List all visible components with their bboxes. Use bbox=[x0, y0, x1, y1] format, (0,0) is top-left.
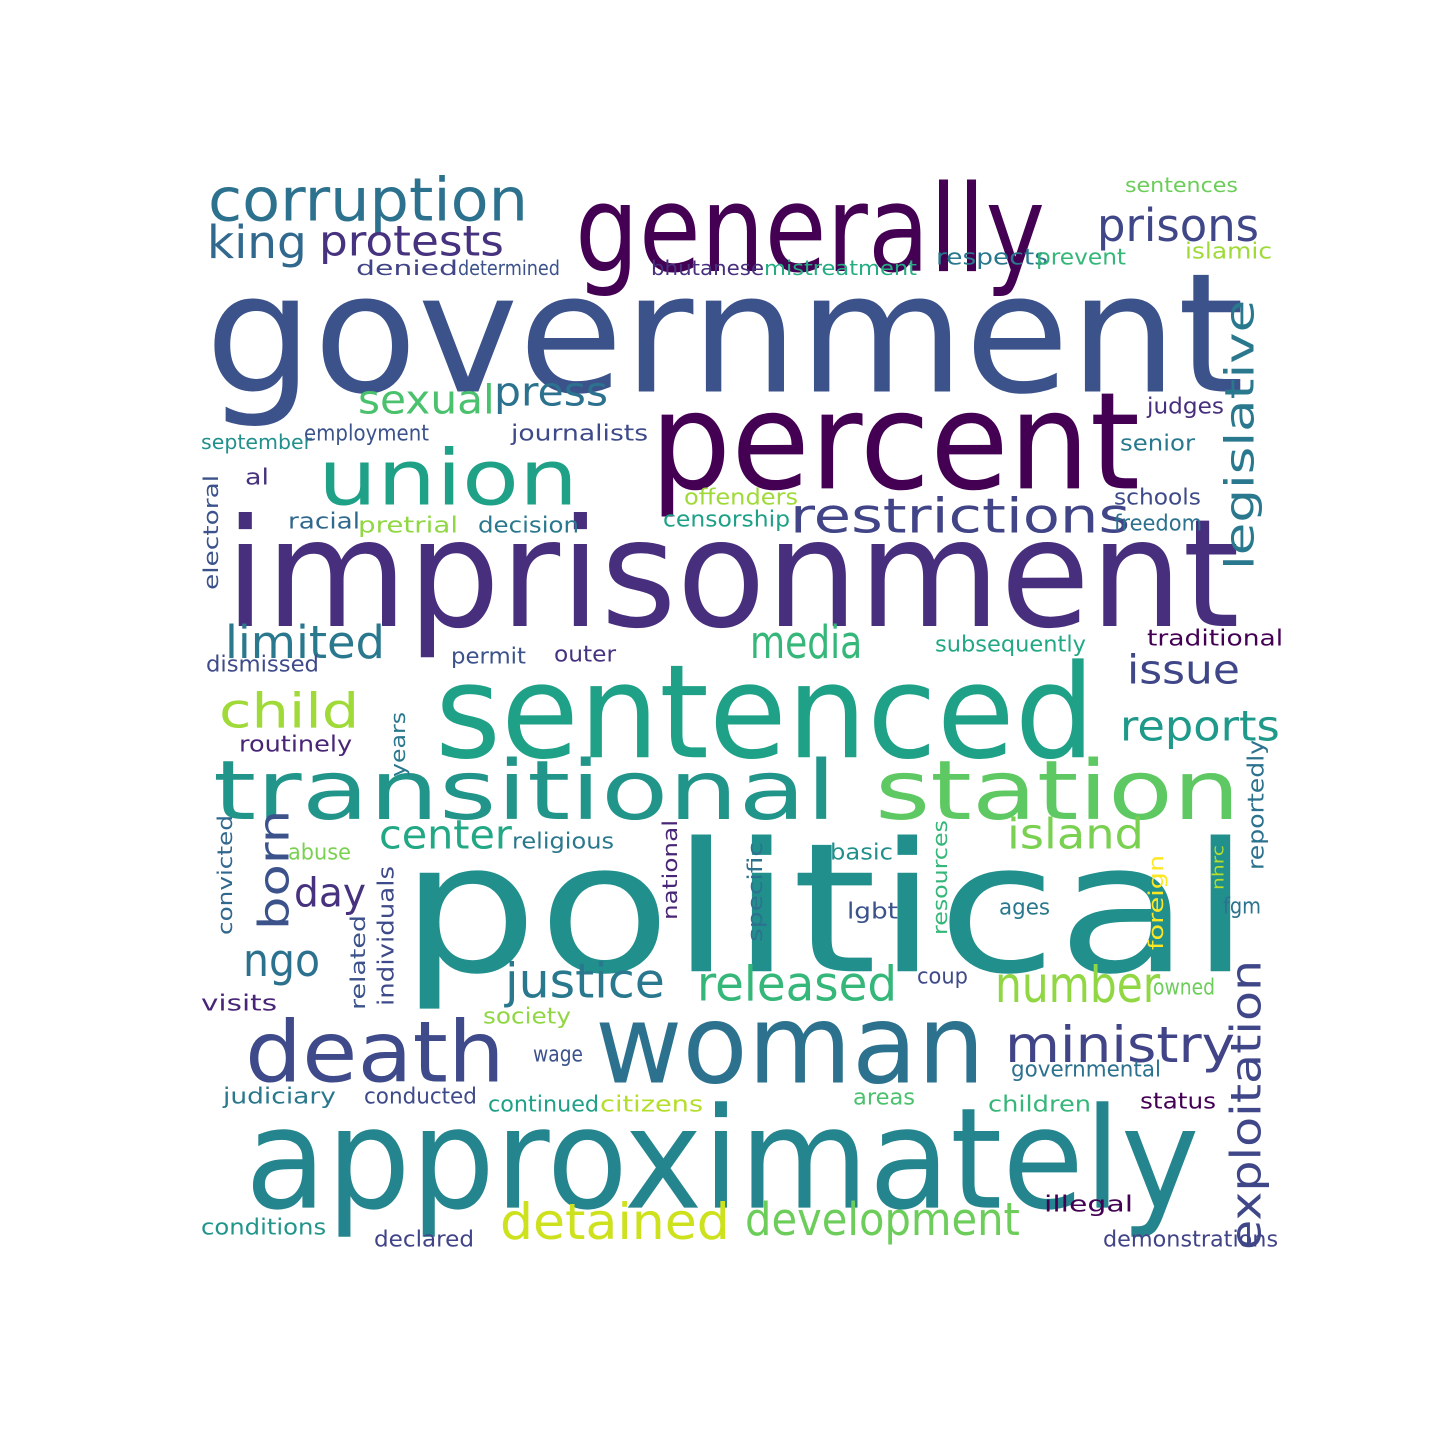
cloud-word: religious bbox=[512, 828, 614, 854]
cloud-word: censorship bbox=[663, 506, 791, 532]
cloud-word: islamic bbox=[1185, 238, 1273, 264]
cloud-word: decision bbox=[478, 512, 580, 538]
cloud-word: percent bbox=[650, 362, 1141, 521]
cloud-word: government bbox=[205, 237, 1245, 432]
cloud-word: al bbox=[245, 464, 270, 490]
cloud-word: individuals bbox=[373, 865, 399, 1006]
cloud-word: ages bbox=[999, 894, 1051, 920]
cloud-word: demonstrations bbox=[1103, 1226, 1279, 1252]
cloud-word: racial bbox=[288, 508, 361, 534]
cloud-word: society bbox=[483, 1003, 571, 1029]
cloud-word: approximately bbox=[245, 1077, 1200, 1242]
cloud-word: released bbox=[697, 955, 898, 1012]
cloud-word: schools bbox=[1114, 484, 1201, 510]
cloud-word: generally bbox=[575, 159, 1046, 300]
cloud-word: corruption bbox=[208, 164, 529, 235]
cloud-word: traditional bbox=[1147, 625, 1284, 651]
cloud-word: limited bbox=[225, 615, 385, 669]
cloud-word: abuse bbox=[288, 839, 351, 865]
cloud-word: prevent bbox=[1036, 244, 1127, 270]
cloud-word: protests bbox=[319, 216, 504, 266]
cloud-word: areas bbox=[853, 1084, 916, 1110]
cloud-word: king bbox=[207, 215, 307, 269]
cloud-word: national bbox=[658, 819, 682, 920]
cloud-word: routinely bbox=[239, 731, 353, 757]
cloud-word: september bbox=[201, 430, 313, 454]
cloud-word: judges bbox=[1147, 393, 1224, 419]
cloud-word: conditions bbox=[201, 1214, 327, 1240]
cloud-word: transitional bbox=[213, 742, 837, 839]
cloud-word: union bbox=[318, 433, 579, 524]
cloud-word: sentences bbox=[1125, 173, 1238, 197]
cloud-word: conducted bbox=[364, 1083, 477, 1109]
cloud-word: woman bbox=[595, 980, 986, 1109]
cloud-word: number bbox=[995, 955, 1161, 1014]
cloud-word: prisons bbox=[1097, 198, 1260, 252]
cloud-word: bhutanese bbox=[651, 256, 765, 280]
cloud-word: citizens bbox=[600, 1091, 704, 1117]
cloud-word: subsequently bbox=[935, 631, 1086, 657]
cloud-word: years bbox=[386, 711, 410, 777]
cloud-word: sexual bbox=[358, 376, 495, 424]
cloud-word: ministry bbox=[1005, 1015, 1235, 1074]
cloud-word: born bbox=[249, 809, 299, 930]
cloud-word: nhrc bbox=[1208, 845, 1228, 890]
cloud-word: justice bbox=[505, 952, 665, 1009]
cloud-word: reports bbox=[1120, 701, 1280, 751]
cloud-word: coup bbox=[917, 963, 969, 989]
cloud-word: day bbox=[294, 869, 366, 917]
cloud-word: legislative bbox=[1216, 299, 1264, 570]
cloud-word: exploitation bbox=[1221, 959, 1271, 1250]
cloud-word: employment bbox=[304, 420, 430, 446]
cloud-word: respects bbox=[936, 244, 1048, 270]
cloud-word: journalists bbox=[511, 420, 649, 446]
cloud-word: political bbox=[400, 803, 1251, 1015]
cloud-word: outer bbox=[554, 641, 617, 667]
cloud-word: press bbox=[494, 368, 609, 416]
cloud-word: restrictions bbox=[790, 487, 1131, 544]
cloud-word: media bbox=[750, 615, 863, 669]
cloud-word: visits bbox=[201, 990, 278, 1016]
cloud-word: determined bbox=[458, 256, 560, 280]
cloud-word: children bbox=[988, 1091, 1092, 1117]
cloud-word: pretrial bbox=[358, 512, 459, 538]
cloud-word: related bbox=[346, 915, 370, 1010]
cloud-word: resources bbox=[928, 820, 952, 935]
cloud-word: mistreatment bbox=[764, 256, 917, 280]
cloud-word: permit bbox=[451, 643, 526, 669]
cloud-word: governmental bbox=[1011, 1056, 1161, 1082]
cloud-word: station bbox=[875, 742, 1241, 839]
cloud-word: declared bbox=[374, 1226, 474, 1252]
cloud-word: senior bbox=[1120, 430, 1196, 456]
cloud-word: owned bbox=[1153, 974, 1216, 1000]
cloud-word: fgm bbox=[1223, 893, 1262, 919]
cloud-word: death bbox=[245, 1002, 505, 1102]
cloud-word: child bbox=[219, 682, 360, 739]
cloud-word: imprisonment bbox=[225, 486, 1240, 662]
cloud-word: detained bbox=[500, 1192, 730, 1251]
cloud-word: sentenced bbox=[435, 636, 1096, 789]
cloud-word: offenders bbox=[684, 484, 799, 510]
cloud-word: dismissed bbox=[206, 651, 319, 677]
cloud-word: reportedly bbox=[1243, 739, 1269, 870]
cloud-word: basic bbox=[830, 839, 893, 865]
cloud-word: island bbox=[1007, 809, 1144, 859]
cloud-word: convicted bbox=[213, 815, 237, 935]
cloud-word: ngo bbox=[243, 933, 321, 987]
cloud-word: center bbox=[379, 811, 512, 859]
cloud-word: judiciary bbox=[223, 1083, 336, 1109]
cloud-word: foreign bbox=[1144, 854, 1168, 950]
cloud-word: development bbox=[745, 1192, 1020, 1246]
cloud-word: denied bbox=[356, 256, 459, 280]
cloud-word: status bbox=[1140, 1088, 1217, 1114]
cloud-word: specific bbox=[743, 842, 767, 942]
cloud-word: electoral bbox=[199, 474, 223, 590]
cloud-word: issue bbox=[1127, 646, 1240, 694]
cloud-word: illegal bbox=[1044, 1191, 1134, 1217]
cloud-word: freedom bbox=[1114, 510, 1203, 536]
cloud-word: wage bbox=[533, 1041, 584, 1067]
cloud-word: lgbt bbox=[847, 898, 898, 924]
cloud-word: continued bbox=[488, 1091, 600, 1117]
